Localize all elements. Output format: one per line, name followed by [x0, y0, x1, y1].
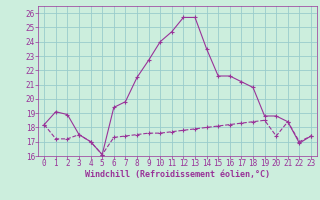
X-axis label: Windchill (Refroidissement éolien,°C): Windchill (Refroidissement éolien,°C) — [85, 170, 270, 179]
